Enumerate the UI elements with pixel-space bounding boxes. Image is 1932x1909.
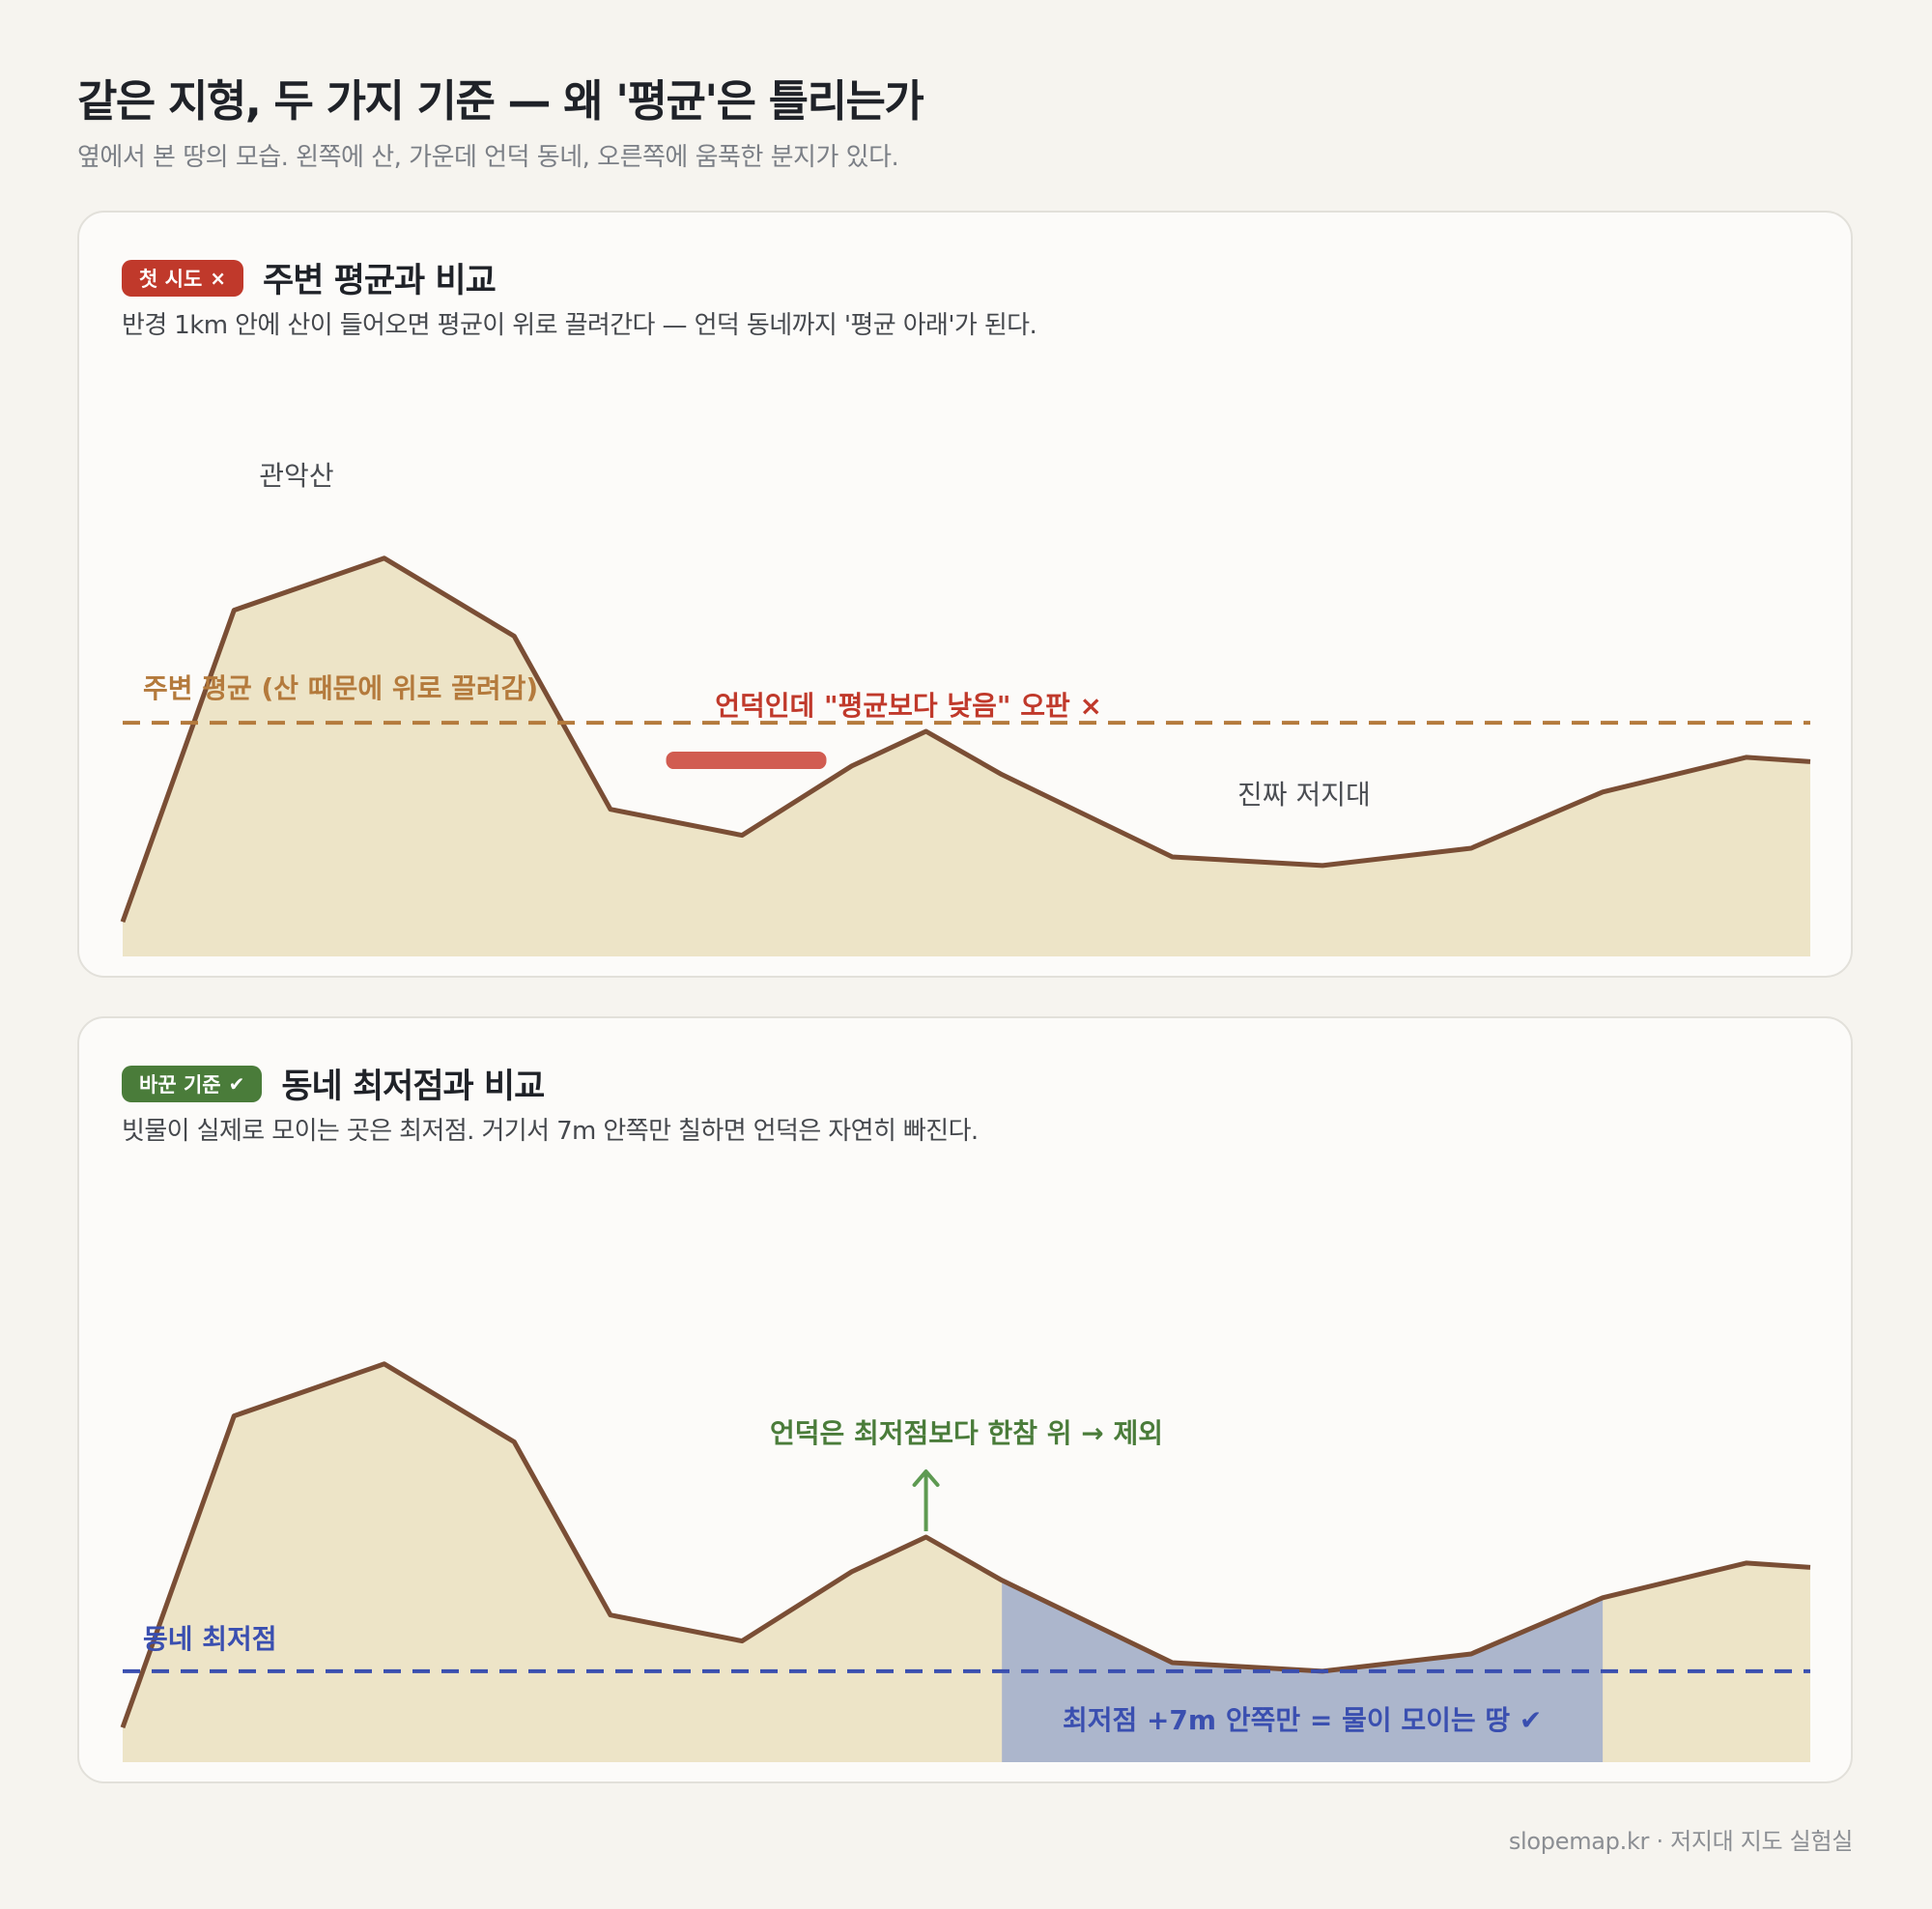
panel-header: 첫 시도 × 주변 평균과 비교 [122, 253, 497, 302]
new-criterion-badge: 바꾼 기준 ✔ [122, 1065, 263, 1102]
panel-title: 동네 최저점과 비교 [281, 1068, 545, 1106]
badge-label: 첫 시도 [139, 267, 203, 291]
panel-minimum-comparison: 바꾼 기준 ✔ 동네 최저점과 비교 빗물이 실제로 모이는 곳은 최저점. 거… [77, 1016, 1853, 1783]
zone-label: 최저점 +7m 안쪽만 = 물이 모이는 땅 ✔ [1063, 1704, 1542, 1736]
terrain-line [120, 1361, 1811, 1729]
badge-label: 바꾼 기준 [139, 1072, 221, 1097]
terrain-profile-chart-average: 관악산 진짜 저지대 주변 평균 (산 때문에 위로 끌려감) 언덕인데 "평균… [120, 460, 1811, 956]
terrain-profile-chart-minimum: 동네 최저점 언덕은 최저점보다 한참 위 → 제외 최저점 +7m 안쪽만 =… [120, 1361, 1811, 1762]
arrowhead [912, 1469, 940, 1488]
page-title: 같은 지형, 두 가지 기준 — 왜 '평균'은 틀리는가 [77, 75, 924, 127]
panel-description: 반경 1km 안에 산이 들어오면 평균이 위로 끌려간다 — 언덕 동네까지 … [122, 311, 1037, 340]
panel-average-comparison: 첫 시도 × 주변 평균과 비교 반경 1km 안에 산이 들어오면 평균이 위… [77, 211, 1853, 978]
misjudgment-label: 언덕인데 "평균보다 낮음" 오판 × [715, 690, 1102, 722]
hill-excluded-label: 언덕은 최저점보다 한참 위 → 제외 [770, 1417, 1163, 1449]
check-icon: ✔ [228, 1071, 245, 1096]
first-attempt-badge: 첫 시도 × [122, 259, 244, 297]
footer-credit: slopemap.kr · 저지대 지도 실험실 [1508, 1828, 1853, 1855]
minimum-line-label: 동네 최저점 [143, 1623, 277, 1655]
misjudged-hill-highlight [666, 752, 827, 770]
true-lowland-label: 진짜 저지대 [1237, 779, 1371, 811]
terrain-area [123, 1363, 1810, 1762]
terrain-line [120, 556, 1811, 924]
average-line-label: 주변 평균 (산 때문에 위로 끌려감) [143, 672, 538, 704]
panel-header: 바꾼 기준 ✔ 동네 최저점과 비교 [122, 1059, 545, 1108]
cross-icon: × [210, 266, 227, 290]
panel-description: 빗물이 실제로 모이는 곳은 최저점. 거기서 7m 안쪽만 칠하면 언덕은 자… [122, 1117, 979, 1146]
page-subtitle: 옆에서 본 땅의 모습. 왼쪽에 산, 가운데 언덕 동네, 오른쪽에 움푹한 … [77, 143, 899, 172]
mountain-label: 관악산 [259, 460, 333, 492]
terrain-area [123, 557, 1810, 956]
panel-title: 주변 평균과 비교 [263, 262, 497, 300]
